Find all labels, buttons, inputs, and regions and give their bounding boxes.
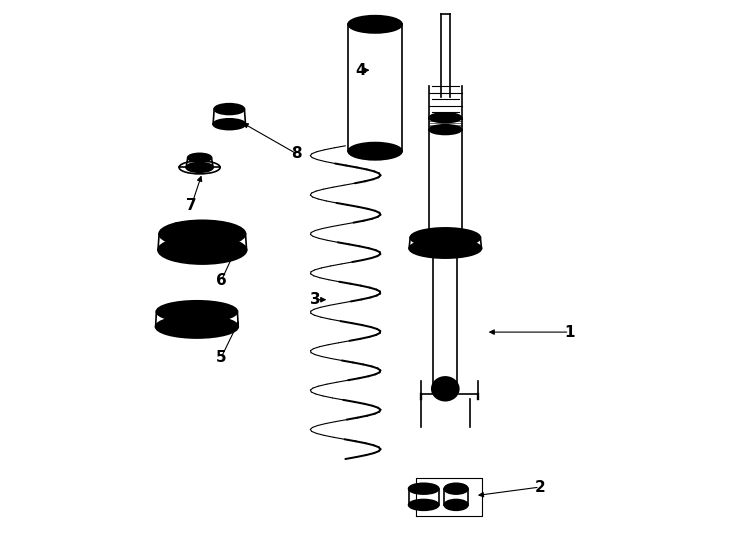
Ellipse shape bbox=[348, 16, 402, 33]
Text: 6: 6 bbox=[216, 273, 227, 288]
Ellipse shape bbox=[197, 224, 213, 230]
Ellipse shape bbox=[429, 113, 462, 123]
Ellipse shape bbox=[184, 226, 227, 249]
Ellipse shape bbox=[188, 153, 211, 162]
Ellipse shape bbox=[444, 483, 468, 494]
Ellipse shape bbox=[159, 220, 245, 247]
Text: 2: 2 bbox=[534, 480, 545, 495]
Ellipse shape bbox=[213, 119, 245, 130]
Text: 7: 7 bbox=[186, 198, 197, 213]
Ellipse shape bbox=[444, 500, 468, 510]
Ellipse shape bbox=[409, 239, 482, 258]
Ellipse shape bbox=[158, 236, 247, 264]
Ellipse shape bbox=[410, 228, 480, 247]
Ellipse shape bbox=[409, 483, 439, 494]
Text: 4: 4 bbox=[355, 63, 366, 78]
Ellipse shape bbox=[186, 163, 213, 172]
Ellipse shape bbox=[348, 143, 402, 160]
Text: 8: 8 bbox=[291, 146, 302, 161]
Ellipse shape bbox=[156, 315, 239, 338]
Ellipse shape bbox=[156, 301, 237, 322]
Ellipse shape bbox=[440, 384, 451, 394]
Ellipse shape bbox=[197, 230, 213, 238]
Ellipse shape bbox=[409, 500, 439, 510]
Text: 5: 5 bbox=[216, 350, 227, 365]
Ellipse shape bbox=[432, 377, 459, 401]
Text: 3: 3 bbox=[310, 292, 321, 307]
Ellipse shape bbox=[214, 104, 244, 114]
Ellipse shape bbox=[429, 125, 462, 134]
Text: 1: 1 bbox=[564, 325, 575, 340]
Ellipse shape bbox=[360, 19, 390, 29]
